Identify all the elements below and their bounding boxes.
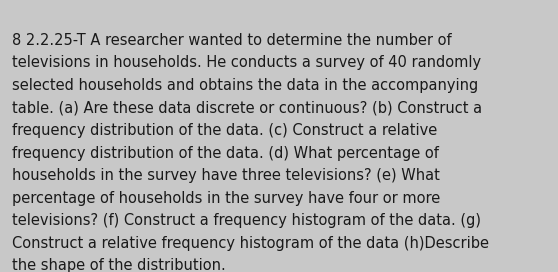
Text: 8 2.2.25-T A researcher wanted to determine the number of: 8 2.2.25-T A researcher wanted to determ…	[12, 33, 452, 48]
Text: frequency distribution of the data. (c) Construct a relative: frequency distribution of the data. (c) …	[12, 123, 437, 138]
Text: televisions in households. He conducts a survey of 40 randomly: televisions in households. He conducts a…	[12, 55, 482, 70]
Text: percentage of households in the survey have four or more​: percentage of households in the survey h…	[12, 191, 440, 206]
Text: selected households and obtains the data in the accompanying: selected households and obtains the data…	[12, 78, 479, 93]
Text: households in the survey have three​ televisions? (e) What: households in the survey have three​ tel…	[12, 168, 440, 183]
Text: the shape of the distribution.: the shape of the distribution.	[12, 258, 226, 272]
Text: table. (a) Are these data discrete or​ continuous? (b) Construct a: table. (a) Are these data discrete or​ c…	[12, 100, 483, 115]
Text: Construct a relative frequency histogram of the data (h)Describe: Construct a relative frequency histogram…	[12, 236, 489, 251]
Text: televisions? (f) Construct a frequency histogram of the data. (g): televisions? (f) Construct a frequency h…	[12, 213, 482, 228]
Text: frequency distribution of the data. (d) What percentage of: frequency distribution of the data. (d) …	[12, 146, 439, 160]
